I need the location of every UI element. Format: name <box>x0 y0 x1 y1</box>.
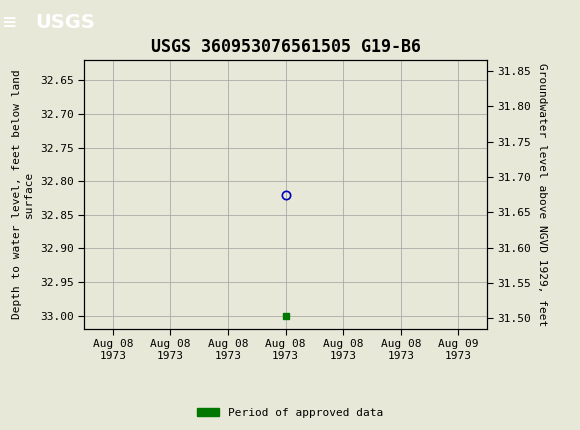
Title: USGS 360953076561505 G19-B6: USGS 360953076561505 G19-B6 <box>151 38 420 56</box>
Y-axis label: Groundwater level above NGVD 1929, feet: Groundwater level above NGVD 1929, feet <box>537 63 547 326</box>
Text: USGS: USGS <box>35 13 95 32</box>
Text: ≡: ≡ <box>3 12 16 33</box>
Legend: Period of approved data: Period of approved data <box>193 403 387 422</box>
Y-axis label: Depth to water level, feet below land
surface: Depth to water level, feet below land su… <box>12 70 34 319</box>
